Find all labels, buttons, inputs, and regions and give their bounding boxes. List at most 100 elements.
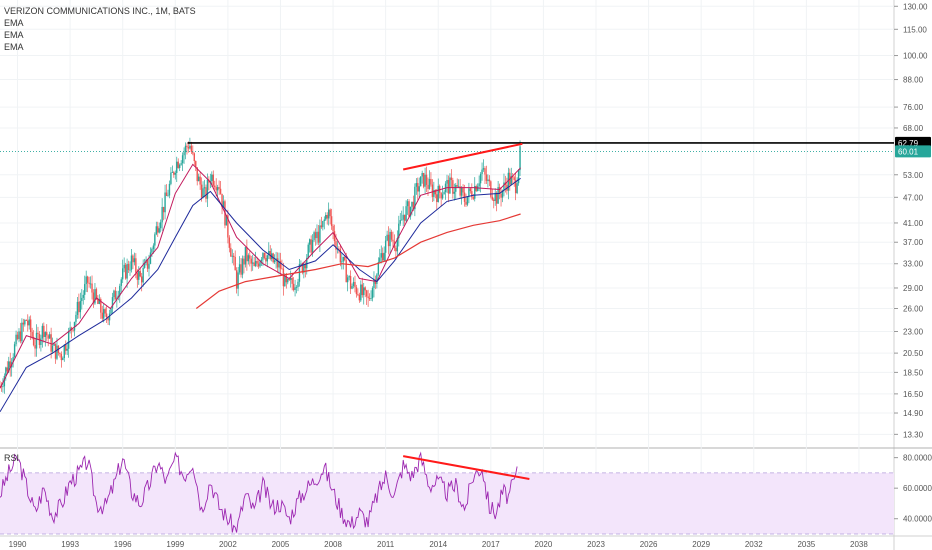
time-tick-label: 2020: [535, 540, 553, 549]
candle-body: [307, 244, 309, 258]
candle-body: [395, 247, 397, 252]
rsi-study-label[interactable]: RSI: [4, 453, 20, 463]
candle-body: [357, 294, 359, 295]
candle-body: [183, 152, 185, 156]
candle-body: [73, 321, 76, 331]
candle-body: [127, 264, 130, 271]
candle-body: [427, 184, 429, 189]
candle-body: [428, 178, 431, 189]
candle-body: [130, 255, 133, 270]
study-ema-1[interactable]: EMA: [4, 18, 24, 28]
candle-body: [132, 255, 134, 263]
candle-body: [180, 163, 182, 165]
candle-body: [415, 183, 418, 187]
candle-body: [260, 259, 263, 262]
candle-body: [471, 191, 473, 198]
candle-body: [479, 174, 482, 184]
rsi-tick-label: 40.0000: [903, 515, 932, 524]
candle-body: [422, 173, 425, 187]
time-tick-label: 2026: [640, 540, 658, 549]
price-trendline[interactable]: [402, 142, 523, 171]
candle-body: [417, 183, 419, 192]
candle-body: [123, 264, 125, 269]
candle-body: [63, 344, 65, 358]
candle-body: [278, 260, 280, 268]
candle-body: [82, 294, 84, 298]
candle-body: [44, 332, 46, 337]
candle-body: [466, 196, 469, 205]
candle-body: [51, 345, 54, 352]
candle-body: [345, 260, 347, 283]
candle-body: [516, 183, 518, 194]
candle-body: [28, 319, 30, 326]
last-price-tag[interactable]: [895, 145, 931, 158]
rsi-pane[interactable]: [0, 451, 894, 535]
symbol-title[interactable]: VERIZON COMMUNICATIONS INC., 1M, BATS: [4, 6, 196, 16]
rsi-axis[interactable]: 80.0000 60.0000 40.0000: [894, 454, 932, 524]
candle-body: [281, 268, 283, 270]
candle-body: [297, 281, 299, 288]
candle-body: [498, 187, 501, 194]
candle-body: [62, 357, 64, 361]
candle-body: [441, 194, 444, 199]
candle-body: [133, 258, 136, 263]
time-axis[interactable]: 1990 1993 1996 1999 2002 2005 2008 2011 2014 2017…: [9, 540, 869, 549]
candle-body: [329, 209, 331, 217]
candle-body: [162, 206, 165, 213]
candle-body: [303, 264, 305, 273]
candle-body: [495, 192, 498, 204]
rsi-trendline[interactable]: [402, 455, 530, 481]
candle-body: [35, 332, 38, 349]
rsi-tick-label: 80.0000: [903, 454, 932, 463]
rsi-line[interactable]: [0, 451, 518, 533]
candle-body: [12, 357, 14, 363]
candle-body: [78, 301, 80, 313]
candle-body: [262, 253, 264, 260]
candle-body: [177, 161, 179, 168]
time-tick-label: 2038: [850, 540, 868, 549]
candle-body: [300, 263, 302, 265]
candle-body: [195, 161, 197, 168]
time-tick-label: 2029: [692, 540, 710, 549]
price-pane[interactable]: [0, 137, 894, 413]
ema-mid-line[interactable]: [0, 177, 521, 413]
candle-body: [249, 255, 251, 259]
candle-body: [294, 287, 296, 291]
candle-body: [257, 263, 260, 267]
candle-body: [503, 182, 505, 191]
candle-body: [431, 184, 434, 197]
study-ema-2[interactable]: EMA: [4, 30, 24, 40]
time-tick-label: 2011: [377, 540, 395, 549]
candle-body: [41, 325, 44, 339]
candle-body: [482, 168, 485, 170]
candle-body: [235, 270, 238, 289]
candle-body: [507, 172, 510, 191]
candle-body: [368, 298, 371, 299]
time-tick-label: 2032: [745, 540, 763, 549]
candle-body: [320, 225, 323, 228]
candle-body: [399, 220, 401, 224]
candle-body: [371, 288, 374, 299]
study-ema-3[interactable]: EMA: [4, 42, 24, 52]
candle-body: [414, 186, 416, 210]
candle-body: [253, 262, 255, 267]
price-axis[interactable]: 130.00 115.00 100.00 88.00 76.00 68.00 53.00 47…: [894, 2, 931, 439]
candle-body: [5, 367, 7, 376]
ema-slow-line[interactable]: [195, 213, 521, 309]
candle-body: [196, 167, 198, 182]
candle-body: [408, 201, 410, 217]
candles: [0, 137, 521, 394]
candle-body: [282, 268, 285, 287]
ema-fast-line[interactable]: [0, 163, 521, 389]
candle-body: [284, 275, 286, 287]
candle-body: [0, 386, 1, 387]
candle-body: [472, 197, 474, 199]
candle-body: [289, 278, 292, 280]
price-tick-label: 29.00: [903, 284, 924, 293]
candle-body: [263, 253, 266, 258]
candle-body: [47, 335, 49, 339]
price-tick-label: 20.50: [903, 349, 924, 358]
candle-body: [170, 172, 172, 184]
candle-body: [155, 226, 158, 235]
